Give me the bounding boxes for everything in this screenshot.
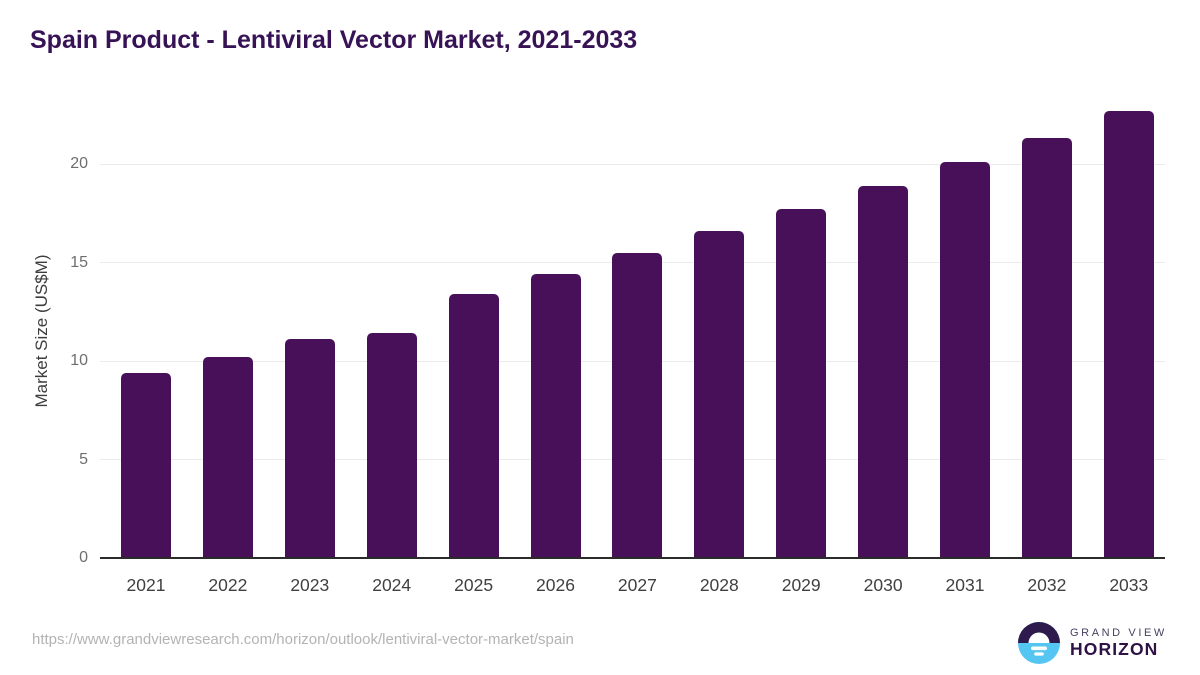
y-axis-title: Market Size (US$M) bbox=[32, 254, 51, 408]
x-tick-label-2025: 2025 bbox=[454, 575, 494, 595]
x-tick-label-2023: 2023 bbox=[290, 575, 330, 595]
bar-2031 bbox=[940, 162, 990, 558]
x-tick-label-2022: 2022 bbox=[208, 575, 248, 595]
bar-2025 bbox=[448, 294, 499, 558]
y-tick-label-5: 5 bbox=[79, 450, 88, 468]
bar-2028 bbox=[694, 230, 745, 558]
bar-2027 bbox=[612, 252, 663, 558]
x-tick-label-2021: 2021 bbox=[126, 575, 166, 595]
bar-2022 bbox=[202, 357, 253, 558]
logo-product-name: HORIZON bbox=[1070, 639, 1159, 659]
x-tick-label-2026: 2026 bbox=[536, 575, 575, 595]
horizon-sun-icon bbox=[1018, 622, 1060, 664]
y-tick-label-10: 10 bbox=[70, 352, 88, 369]
grand-view-horizon-logo: GRAND VIEW HORIZON bbox=[1018, 622, 1167, 664]
x-tick-label-2028: 2028 bbox=[699, 575, 739, 595]
chart-title: Spain Product - Lentiviral Vector Market… bbox=[30, 26, 638, 54]
bar-2021 bbox=[121, 372, 171, 558]
bar-2026 bbox=[530, 274, 581, 558]
bar-2024 bbox=[366, 333, 417, 558]
y-tick-label-20: 20 bbox=[70, 155, 88, 172]
x-tick-label-2027: 2027 bbox=[617, 575, 657, 595]
x-axis-line bbox=[100, 557, 1165, 559]
y-tick-label-15: 15 bbox=[70, 253, 88, 271]
x-tick-label-2024: 2024 bbox=[372, 575, 412, 595]
x-tick-label-2031: 2031 bbox=[945, 575, 985, 595]
x-tick-label-2030: 2030 bbox=[863, 575, 903, 595]
bar-2032 bbox=[1021, 138, 1072, 558]
logo-brand-name: GRAND VIEW bbox=[1070, 627, 1167, 639]
bar-2033 bbox=[1103, 110, 1154, 558]
bar-2030 bbox=[858, 185, 909, 558]
logo-text: GRAND VIEW HORIZON bbox=[1070, 627, 1167, 659]
x-tick-label-2032: 2032 bbox=[1027, 575, 1067, 595]
source-url: https://www.grandviewresearch.com/horizo… bbox=[32, 631, 574, 648]
y-tick-label-0: 0 bbox=[79, 549, 88, 566]
gridline-y20 bbox=[100, 163, 1165, 165]
x-tick-label-2029: 2029 bbox=[781, 575, 821, 595]
bar-2029 bbox=[776, 209, 827, 558]
bar-2023 bbox=[284, 339, 335, 558]
x-tick-label-2033: 2033 bbox=[1109, 575, 1149, 595]
